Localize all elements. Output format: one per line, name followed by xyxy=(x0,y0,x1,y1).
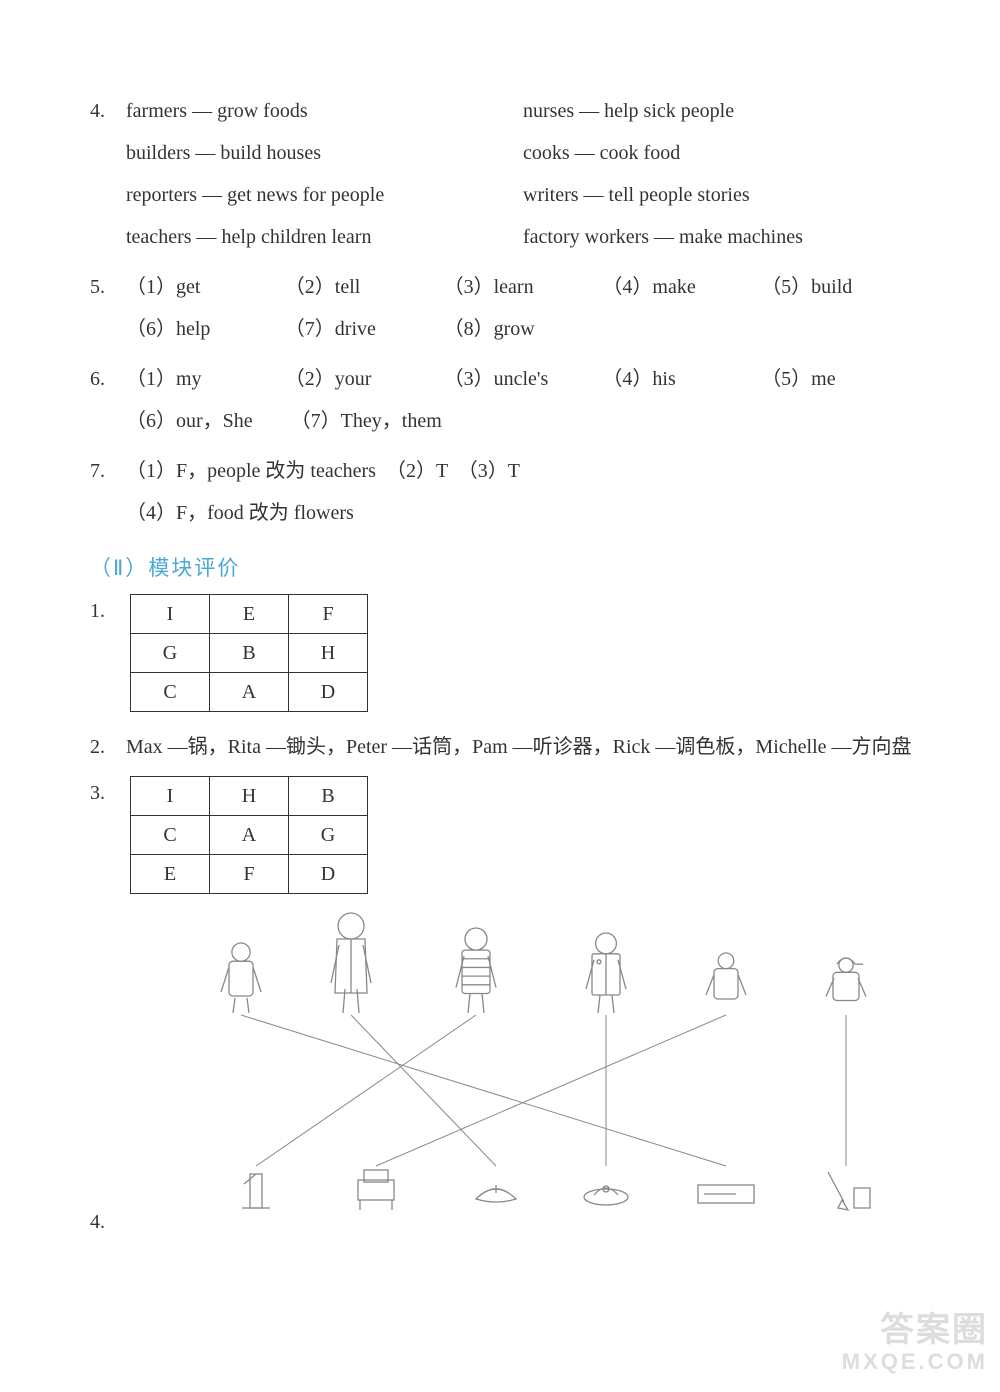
q5-item-5: （5）build xyxy=(761,266,920,308)
q7-body: （1）F，people 改为 teachers （2）T （3）T （4）F，f… xyxy=(126,450,920,534)
question-b1: 1. IEF GBH CAD xyxy=(90,594,920,712)
t3-0-0: I xyxy=(131,777,210,816)
q6-item-6: （6）our，She xyxy=(126,400,253,442)
q4-left-2: reporters — get news for people xyxy=(126,174,523,216)
question-b3: 3. IHB CAG EFD xyxy=(90,776,920,894)
q5-item-2: （2）tell xyxy=(285,266,444,308)
t1-2-0: C xyxy=(131,673,210,712)
q6-item-7: （7）They，them xyxy=(291,400,442,442)
q4-left-3: teachers — help children learn xyxy=(126,216,523,258)
watermark-line2: MXQE.COM xyxy=(842,1350,988,1374)
q5-item-1: （1）get xyxy=(126,266,285,308)
t3-0-2: B xyxy=(289,777,368,816)
matching-diagram xyxy=(126,908,906,1228)
t1-1-2: H xyxy=(289,634,368,673)
q6-body: （1）my （2）your （3）uncle's （4）his （5）me （6… xyxy=(126,358,920,442)
q6-item-5: （5）me xyxy=(761,358,920,400)
q4-right-2: writers — tell people stories xyxy=(523,174,920,216)
t3-1-0: C xyxy=(131,816,210,855)
q5-item-8: （8）grow xyxy=(444,308,603,350)
q5-number: 5. xyxy=(90,266,126,308)
q6-item-3: （3）uncle's xyxy=(444,358,603,400)
b2-body: Max —锅，Rita —锄头，Peter —话筒，Pam —听诊器，Rick … xyxy=(126,727,920,767)
question-7: 7. （1）F，people 改为 teachers （2）T （3）T （4）… xyxy=(90,450,920,534)
q7-number: 7. xyxy=(90,450,126,492)
q4-right-1: cooks — cook food xyxy=(523,132,920,174)
t3-2-1: F xyxy=(210,855,289,894)
q6-number: 6. xyxy=(90,358,126,400)
q6-item-1: （1）my xyxy=(126,358,285,400)
watermark: 答案圈 MXQE.COM xyxy=(842,1312,988,1374)
t1-2-2: D xyxy=(289,673,368,712)
t1-0-0: I xyxy=(131,595,210,634)
q5-item-4: （4）make xyxy=(602,266,761,308)
q7-line2: （4）F，food 改为 flowers xyxy=(126,492,920,534)
watermark-line1: 答案圈 xyxy=(842,1312,988,1349)
b2-number: 2. xyxy=(90,726,126,768)
b3-number: 3. xyxy=(90,776,126,805)
b4-body xyxy=(126,908,920,1243)
q4-right-3: factory workers — make machines xyxy=(523,216,920,258)
question-4: 4. farmers — grow foods builders — build… xyxy=(90,90,920,258)
t1-0-2: F xyxy=(289,595,368,634)
question-b2: 2. Max —锅，Rita —锄头，Peter —话筒，Pam —听诊器，Ri… xyxy=(90,726,920,768)
q5-body: （1）get （2）tell （3）learn （4）make （5）build… xyxy=(126,266,920,350)
t3-2-0: E xyxy=(131,855,210,894)
q4-number: 4. xyxy=(90,90,126,132)
t1-1-0: G xyxy=(131,634,210,673)
question-6: 6. （1）my （2）your （3）uncle's （4）his （5）me… xyxy=(90,358,920,442)
q5-item-3: （3）learn xyxy=(444,266,603,308)
t1-2-1: A xyxy=(210,673,289,712)
t1-0-1: E xyxy=(210,595,289,634)
q4-left-1: builders — build houses xyxy=(126,132,523,174)
question-5: 5. （1）get （2）tell （3）learn （4）make （5）bu… xyxy=(90,266,920,350)
q4-left-0: farmers — grow foods xyxy=(126,90,523,132)
b1-number: 1. xyxy=(90,594,126,623)
t3-2-2: D xyxy=(289,855,368,894)
q4-right-0: nurses — help sick people xyxy=(523,90,920,132)
section-2-title: （Ⅱ）模块评价 xyxy=(90,552,920,582)
table-1: IEF GBH CAD xyxy=(130,594,368,712)
q6-item-2: （2）your xyxy=(285,358,444,400)
q6-item-4: （4）his xyxy=(602,358,761,400)
t1-1-1: B xyxy=(210,634,289,673)
q5-item-6: （6）help xyxy=(126,308,285,350)
t3-1-1: A xyxy=(210,816,289,855)
b4-number: 4. xyxy=(90,1201,126,1243)
q4-body: farmers — grow foods builders — build ho… xyxy=(126,90,920,258)
q5-item-7: （7）drive xyxy=(285,308,444,350)
table-3: IHB CAG EFD xyxy=(130,776,368,894)
q7-line1: （1）F，people 改为 teachers （2）T （3）T xyxy=(126,450,920,492)
question-b4: 4. xyxy=(90,908,920,1243)
t3-0-1: H xyxy=(210,777,289,816)
t3-1-2: G xyxy=(289,816,368,855)
